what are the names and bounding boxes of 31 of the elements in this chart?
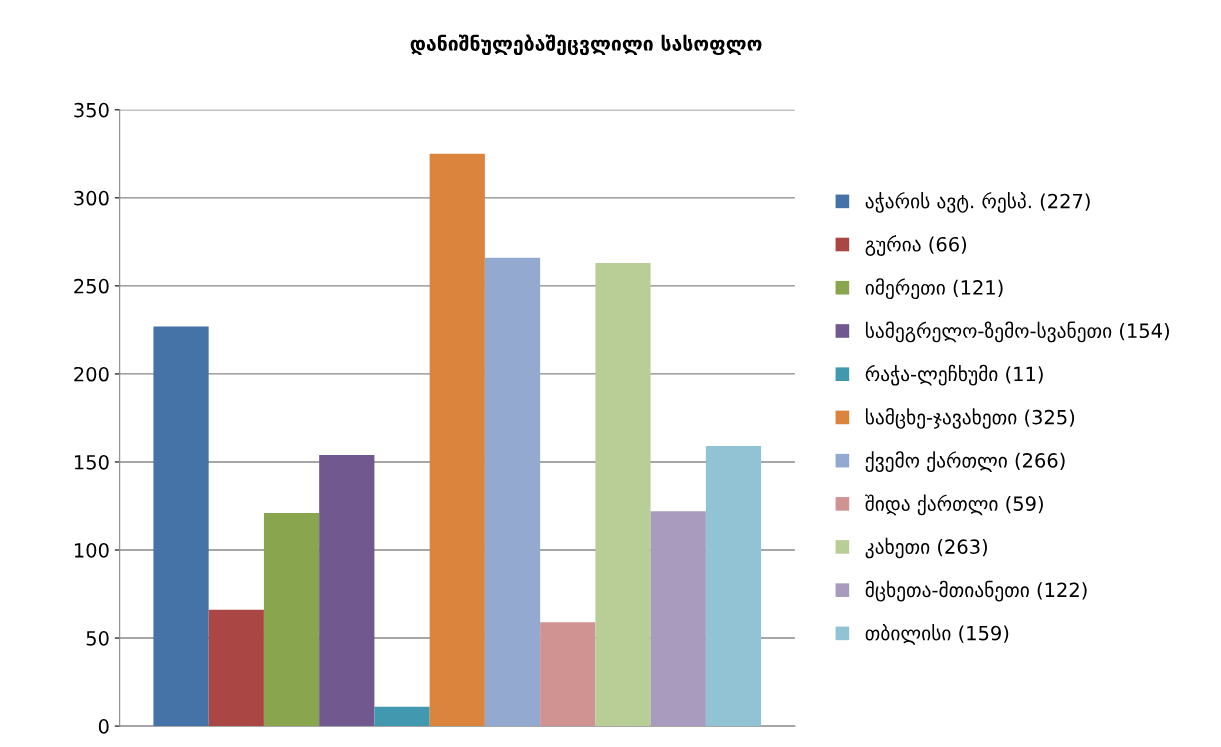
bar — [595, 263, 651, 727]
legend-label: სამეგრელო-ზემო-სვანეთი (154) — [865, 321, 1169, 343]
bar — [153, 326, 209, 727]
bar — [374, 706, 430, 727]
y-tick-label: 0 — [98, 719, 109, 734]
legend-label: რაჭა-ლეჩხუმი (11) — [865, 364, 1043, 386]
y-tick-label: 200 — [74, 366, 109, 382]
legend-label: სამცხე-ჯავახეთი (325) — [865, 407, 1075, 429]
bar — [650, 511, 706, 727]
y-tick-label: 100 — [74, 542, 109, 558]
legend-label: გურია (66) — [865, 235, 967, 256]
chart-title: დანიშნულებაშეცვლილი სასოფლო — [410, 34, 762, 56]
legend-label: ქვემო ქართლი (266) — [865, 451, 1065, 473]
bar — [319, 454, 375, 727]
bar — [208, 609, 264, 727]
y-tick-label: 300 — [74, 190, 109, 206]
bar — [484, 257, 541, 727]
legend-label: აჭარის ავტ. რესპ. (227) — [865, 191, 1090, 213]
legend-label: კახეთი (263) — [865, 537, 987, 559]
bar — [705, 446, 762, 727]
y-tick-label: 250 — [74, 278, 109, 294]
bar — [429, 153, 485, 727]
y-tick-label: 350 — [74, 102, 109, 118]
legend-label: მცხეთა-მთიანეთი (122) — [865, 580, 1087, 602]
bar — [263, 513, 320, 727]
y-tick-label: 50 — [86, 631, 109, 646]
y-tick-label: 150 — [74, 454, 109, 470]
legend-label: შიდა ქართლი (59) — [865, 494, 1043, 516]
legend-label: იმერეთი (121) — [865, 278, 1003, 300]
legend-label: თბილისი (159) — [865, 623, 1009, 645]
bar — [540, 622, 596, 727]
